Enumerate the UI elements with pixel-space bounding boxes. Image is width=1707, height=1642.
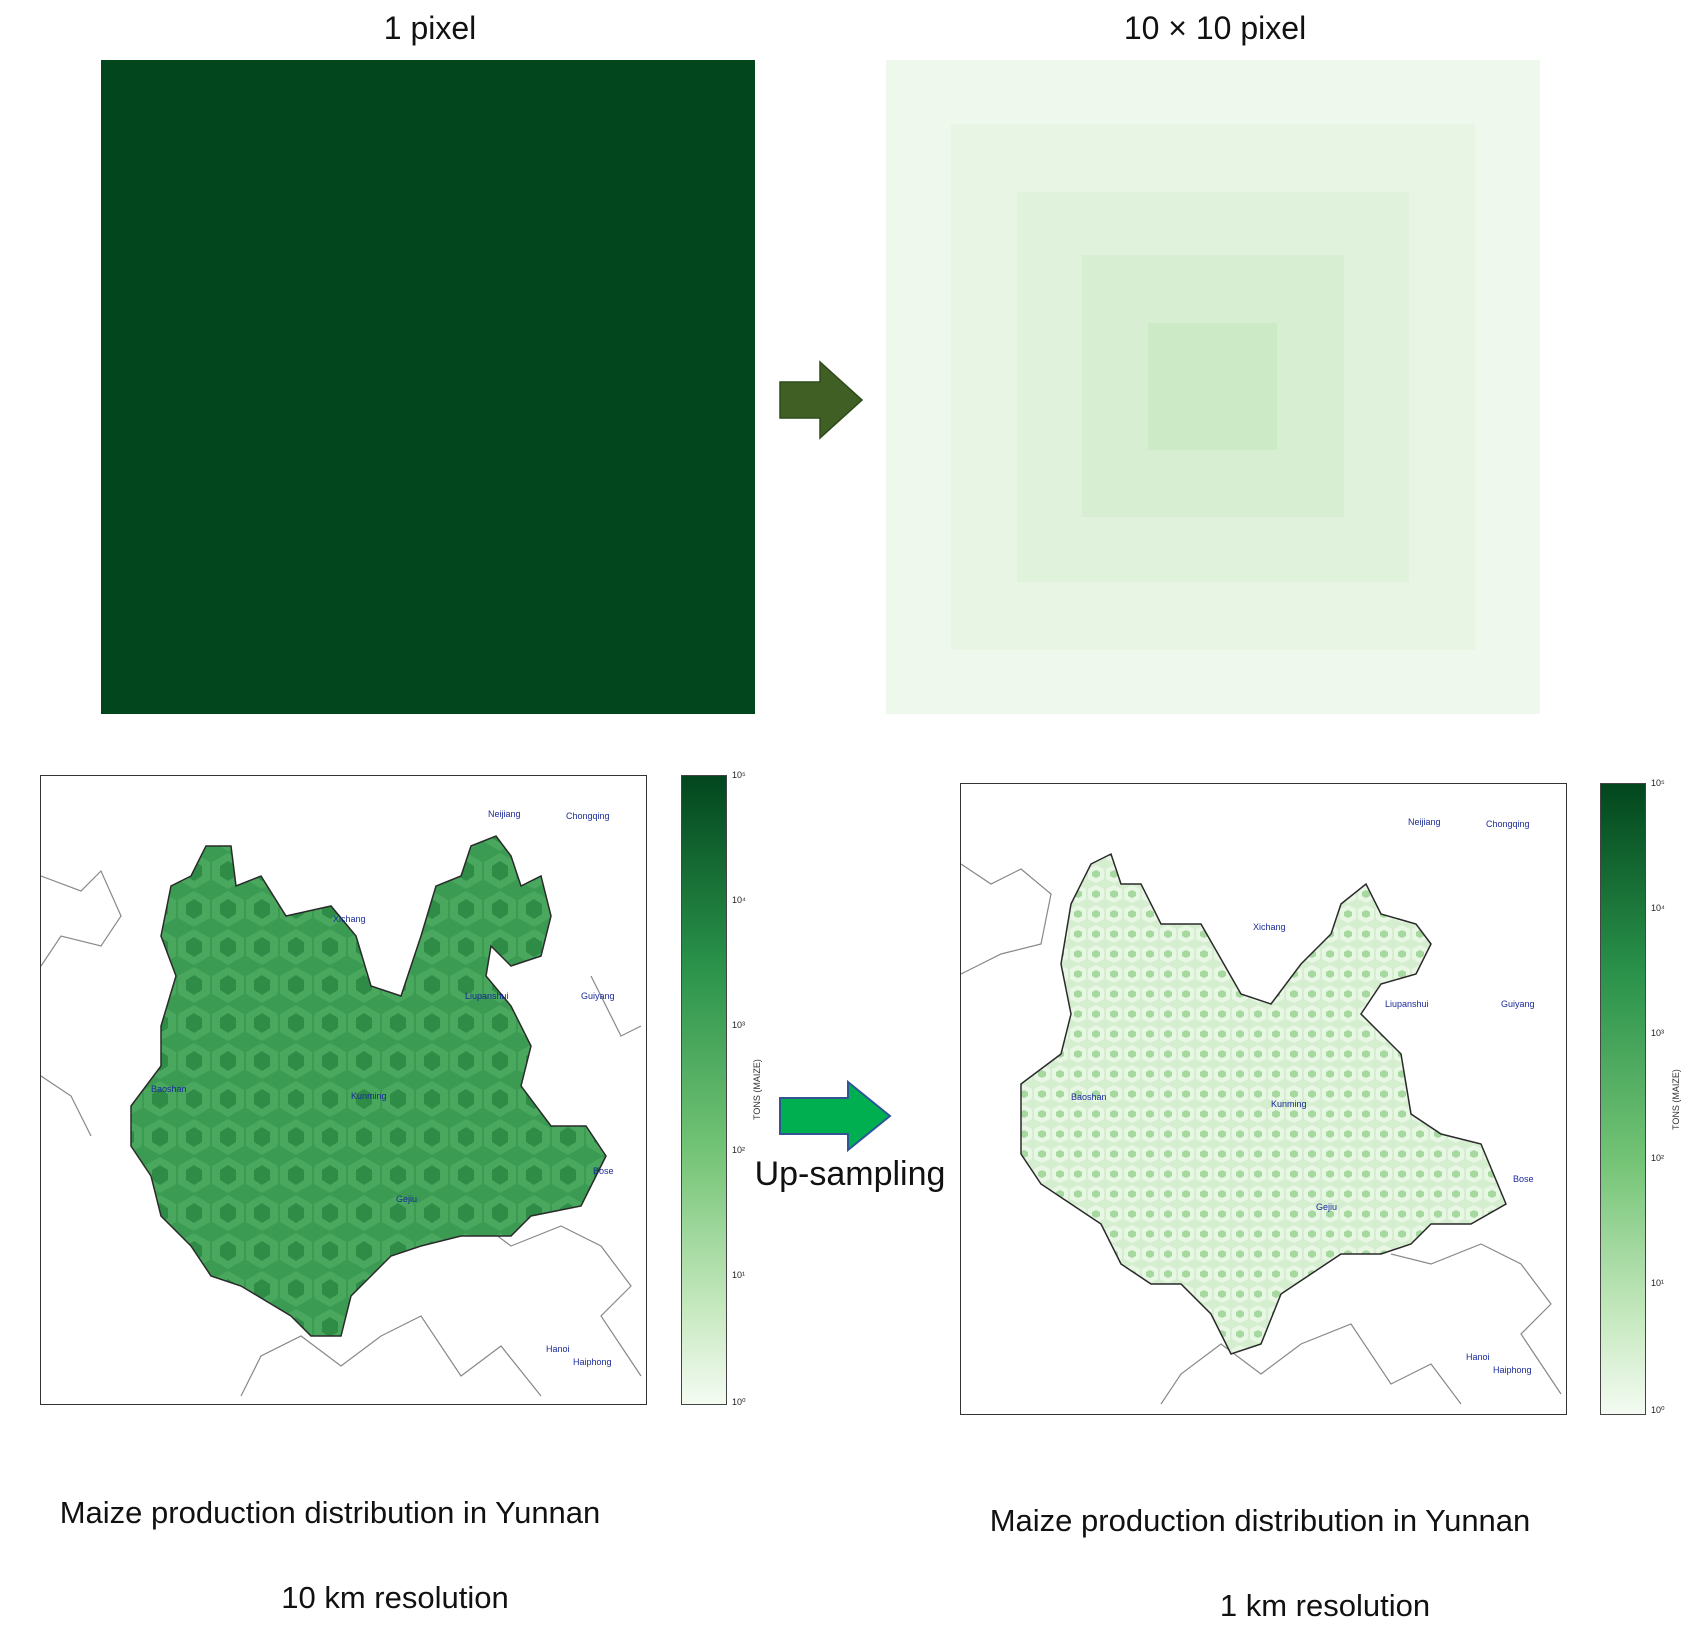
colorbar-tick: 10² [732,1145,746,1155]
right-caption-line1: Maize production distribution in Yunnan [989,1503,1531,1538]
city-label: Baoshan [1071,1092,1107,1102]
city-label: Gejiu [1316,1202,1338,1212]
city-label: Liupanshui [1385,999,1429,1009]
upsampling-label: Up-sampling [754,1155,946,1193]
upsampling-arrow-icon [779,1080,892,1152]
right-map-graphic [961,852,1562,1405]
city-label: Xichang [1253,922,1286,932]
left-panel-title: 1 pixel [383,10,477,46]
city-label: Chongqing [566,811,610,821]
yunnan-density-region [1020,852,1507,1355]
right-arrow-icon [779,360,864,440]
colorbar-tick: 10⁰ [732,1397,746,1407]
colorbar-label: TONS (MAIZE) [1671,1069,1681,1130]
left-map-10km: Neijiang Chongqing Xichang Guiyang Liupa… [40,775,647,1405]
city-label: Hanoi [1466,1352,1490,1362]
colorbar-tick: 10³ [732,1020,746,1030]
single-pixel-square [101,60,755,714]
city-label: Baoshan [151,1084,187,1094]
colorbar-tick: 10¹ [732,1270,746,1280]
city-label: Liupanshui [465,991,509,1001]
city-label: Neijiang [1408,817,1441,827]
upsampled-ring-4 [1082,255,1344,517]
upsampled-pixel-grid [886,60,1540,714]
colorbar-tick: 10⁰ [1651,1405,1665,1415]
left-caption-line2: 10 km resolution [281,1580,509,1615]
city-label: Bose [593,1166,614,1176]
city-label: Chongqing [1486,819,1530,829]
city-label: Hanoi [546,1344,570,1354]
city-label: Guiyang [581,991,615,1001]
city-label: Haiphong [573,1357,612,1367]
left-colorbar [681,775,727,1405]
yunnan-hex-region [130,835,607,1337]
upsampled-ring-3 [1017,192,1409,582]
upsampled-ring-2 [951,124,1475,650]
right-colorbar [1600,783,1646,1415]
city-label: Xichang [333,914,366,924]
left-caption-line1: Maize production distribution in Yunnan [59,1495,601,1530]
city-label: Bose [1513,1174,1534,1184]
upsampled-center-pixel [1148,323,1277,450]
colorbar-tick: 10⁵ [1651,778,1665,788]
city-label: Neijiang [488,809,521,819]
city-label: Kunming [1271,1099,1307,1109]
colorbar-tick: 10⁴ [732,895,746,905]
colorbar-tick: 10⁵ [732,770,746,780]
right-caption-line2: 1 km resolution [1219,1588,1431,1623]
colorbar-label: TONS (MAIZE) [752,1059,762,1120]
city-label: Haiphong [1493,1365,1532,1375]
left-map-graphic [41,835,642,1397]
city-label: Guiyang [1501,999,1535,1009]
city-label: Kunming [351,1091,387,1101]
colorbar-tick: 10³ [1651,1028,1665,1038]
colorbar-tick: 10¹ [1651,1278,1665,1288]
city-label: Gejiu [396,1194,418,1204]
colorbar-tick: 10⁴ [1651,903,1665,913]
right-map-1km: Neijiang Chongqing Xichang Guiyang Liupa… [960,783,1567,1415]
colorbar-tick: 10² [1651,1153,1665,1163]
right-panel-title: 10 × 10 pixel [1123,10,1307,46]
